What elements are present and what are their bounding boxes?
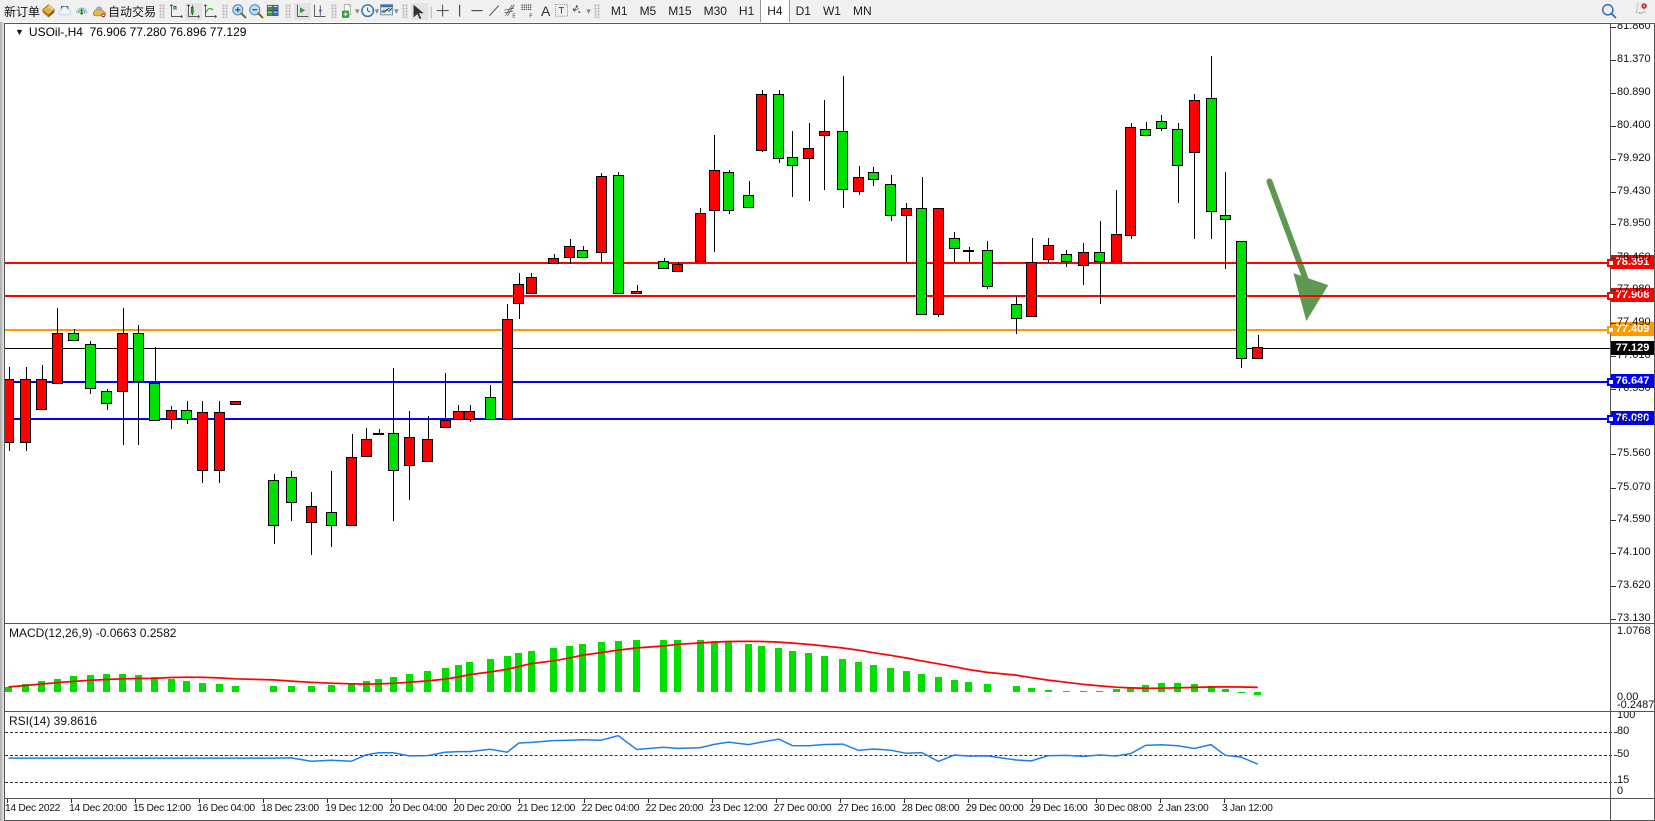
svg-text:E: E [512,13,516,19]
svg-text:1: 1 [1643,4,1645,8]
svg-text:T: T [559,5,565,15]
svg-text:F: F [529,13,532,19]
